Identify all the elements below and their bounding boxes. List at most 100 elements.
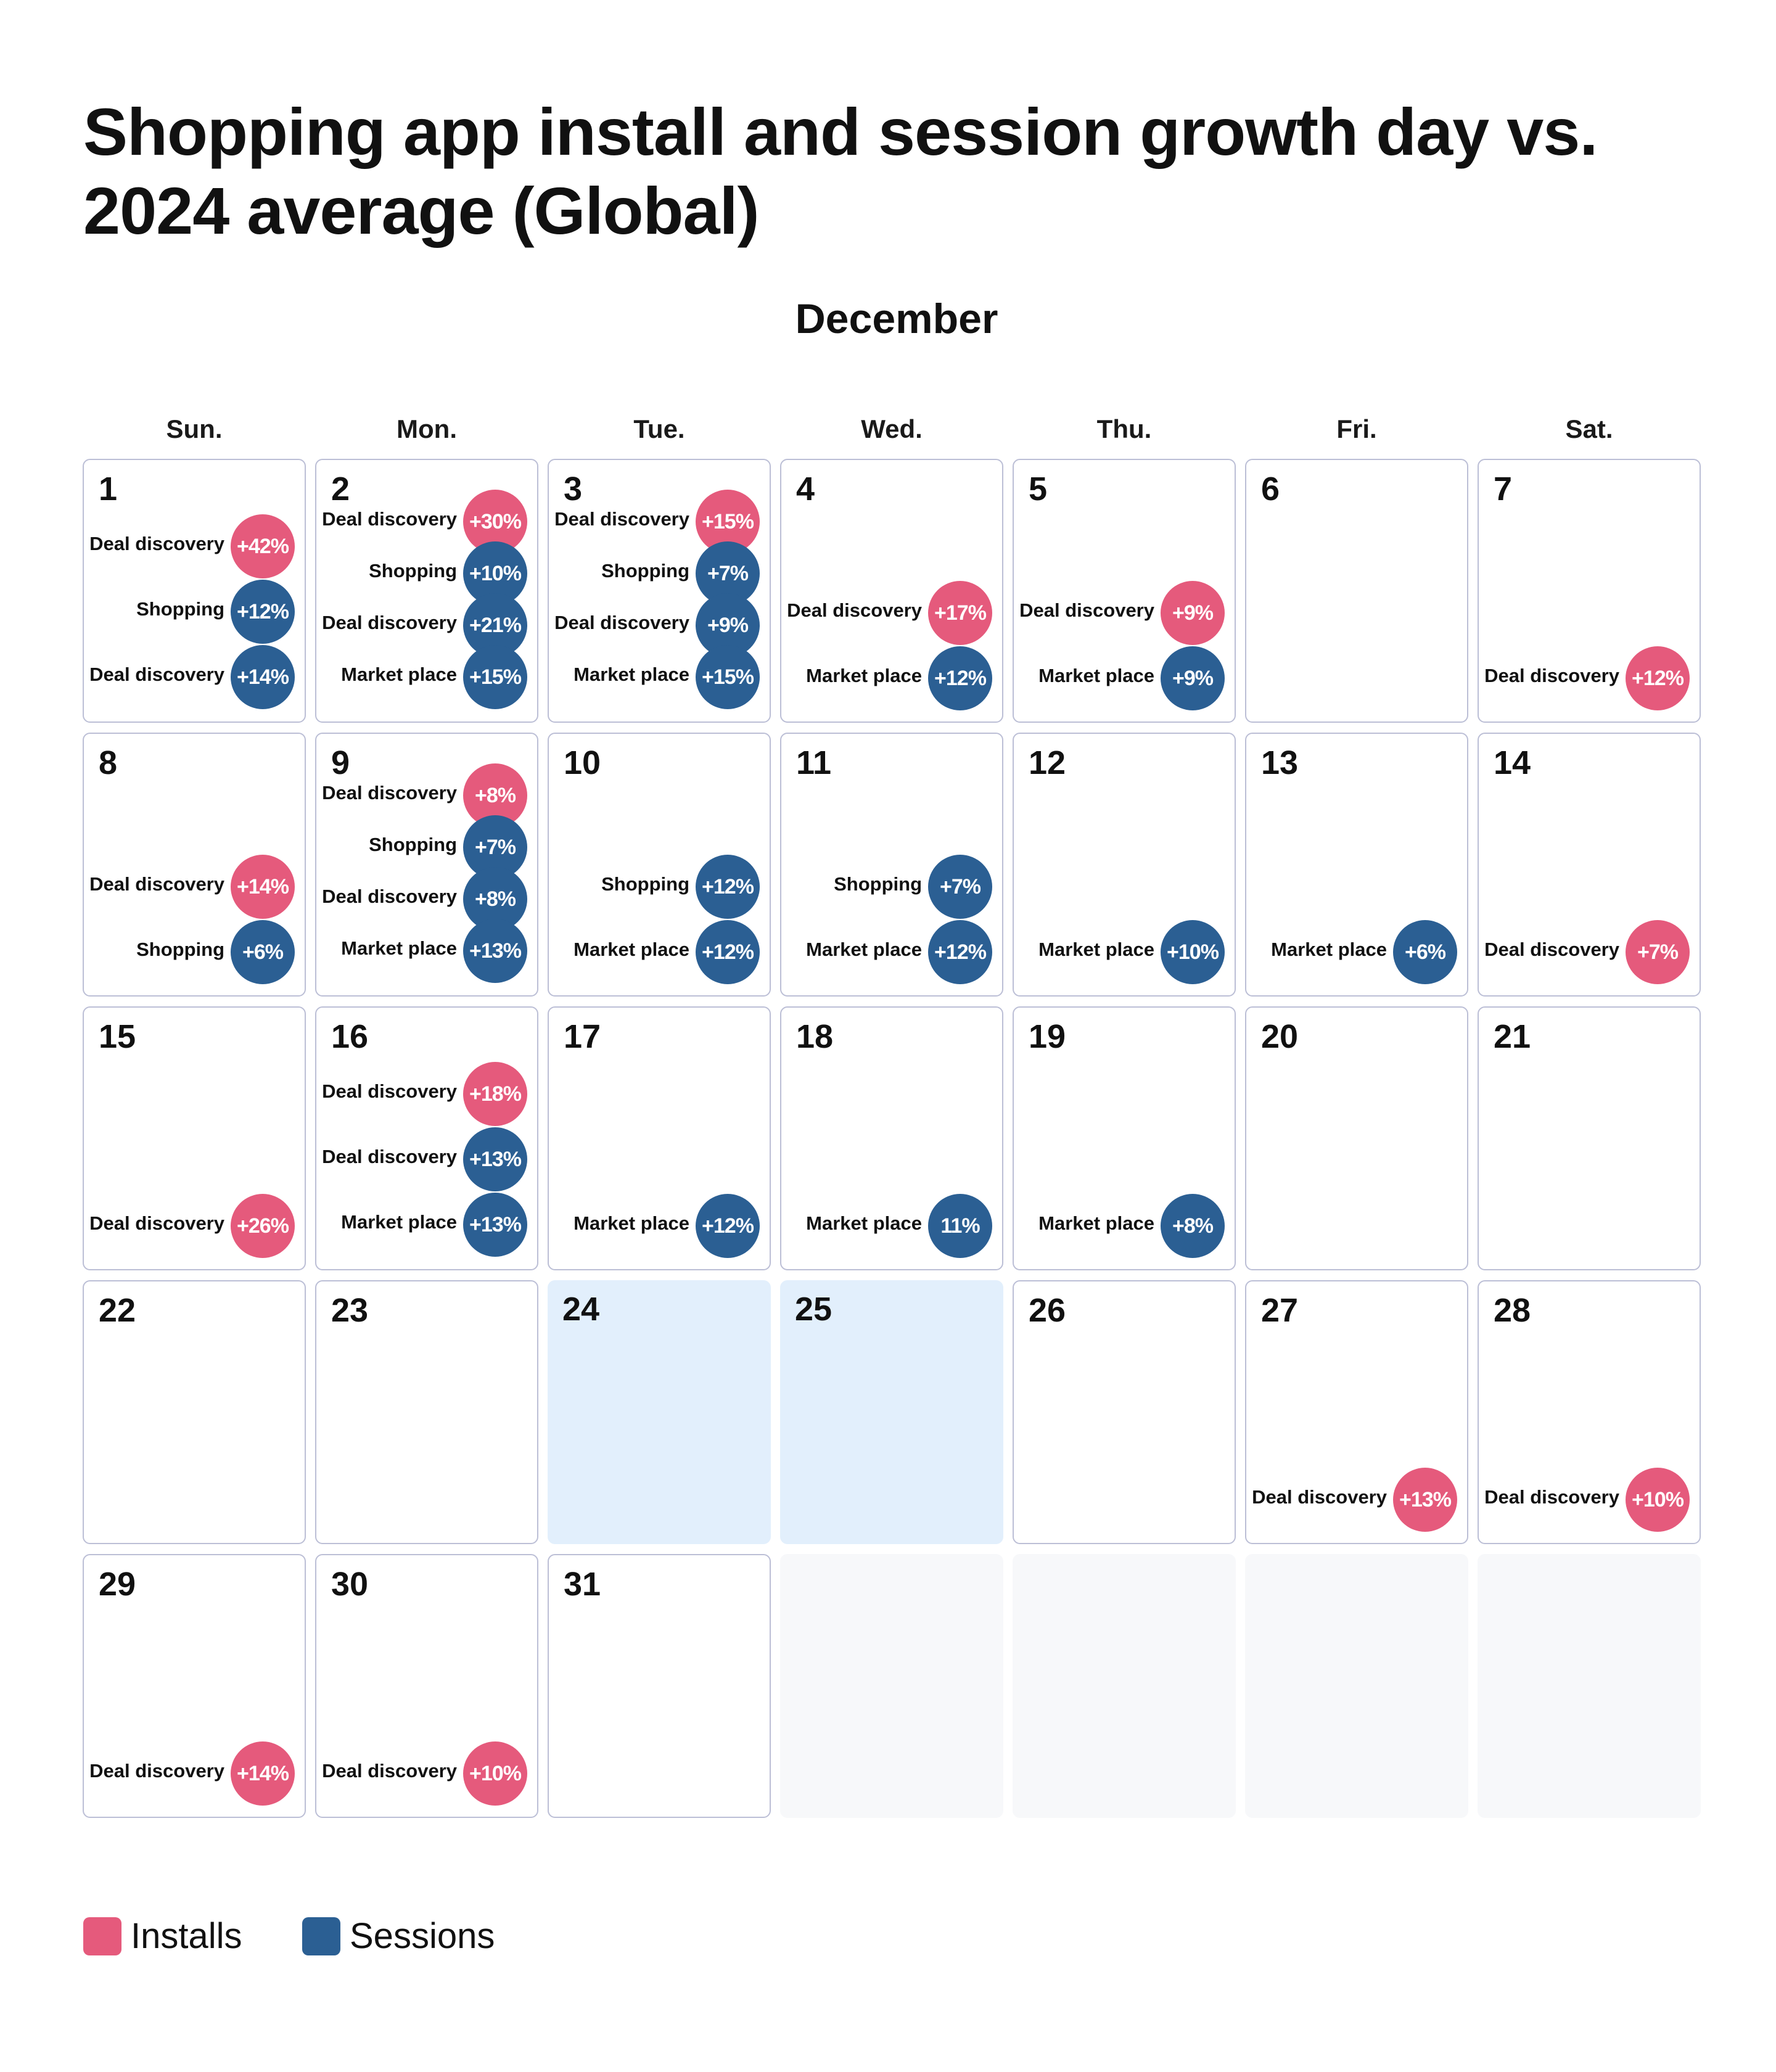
installs-growth-bubble: +7% — [1626, 920, 1690, 984]
app-category-label: Market place — [341, 1211, 457, 1233]
app-category-label: Deal discovery — [89, 1212, 224, 1234]
sessions-growth-bubble: +12% — [696, 855, 760, 919]
growth-entry: Deal discovery +10% — [316, 1741, 537, 1806]
app-category-label: Market place — [806, 665, 922, 686]
growth-entry: Market place +10% — [1014, 920, 1235, 984]
app-category-label: Market place — [1038, 939, 1154, 960]
app-category-label: Deal discovery — [1484, 665, 1619, 686]
app-category-label: Shopping — [369, 560, 457, 582]
growth-entry: Market place +13% — [316, 1193, 537, 1257]
day-number: 28 — [1494, 1292, 1531, 1329]
growth-entry: Market place +12% — [781, 920, 1002, 984]
day-cell: 29 Deal discovery +14% — [83, 1554, 306, 1818]
day-number: 11 — [796, 744, 832, 781]
growth-entry: Shopping +12% — [549, 855, 770, 919]
sessions-growth-bubble: +13% — [463, 1193, 527, 1257]
day-number: 10 — [564, 744, 601, 781]
app-category-label: Deal discovery — [322, 782, 457, 804]
empty-cell — [1245, 1554, 1468, 1818]
day-number: 9 — [331, 744, 350, 781]
growth-entry: Shopping +12% — [84, 580, 305, 644]
growth-entry: Deal discovery +26% — [84, 1194, 305, 1258]
day-number: 7 — [1494, 471, 1513, 508]
growth-entry: Deal discovery +18% — [316, 1062, 537, 1126]
day-number: 25 — [795, 1291, 832, 1328]
day-number: 31 — [564, 1566, 601, 1603]
installs-growth-bubble: +10% — [1626, 1468, 1690, 1532]
day-number: 14 — [1494, 744, 1531, 781]
day-number: 17 — [564, 1018, 601, 1055]
growth-entry: Deal discovery +9% — [1014, 581, 1235, 645]
day-cell: 17 Market place +12% — [548, 1006, 771, 1270]
day-number: 6 — [1261, 471, 1280, 508]
sessions-growth-bubble: +15% — [463, 645, 527, 709]
day-cell: 6 — [1245, 459, 1468, 723]
installs-growth-bubble: +12% — [1626, 646, 1690, 710]
growth-entry: Deal discovery +17% — [781, 581, 1002, 645]
app-category-label: Deal discovery — [322, 1760, 457, 1782]
app-category-label: Market place — [806, 1212, 922, 1234]
app-category-label: Shopping — [136, 598, 224, 620]
day-cell: 25 — [780, 1280, 1003, 1544]
day-cell: 5 Deal discovery +9% Market place +9% — [1013, 459, 1236, 723]
day-number: 23 — [331, 1292, 369, 1329]
installs-growth-bubble: +17% — [928, 581, 992, 645]
sessions-growth-bubble: +15% — [696, 645, 760, 709]
empty-cell — [1013, 1554, 1236, 1818]
growth-entry: Market place 11% — [781, 1194, 1002, 1258]
day-cell: 12 Market place +10% — [1013, 733, 1236, 997]
day-number: 16 — [331, 1018, 369, 1055]
installs-growth-bubble: +15% — [696, 490, 760, 554]
sessions-growth-bubble: +8% — [1161, 1194, 1225, 1258]
weekday-label: Mon. — [397, 414, 457, 443]
app-category-label: Deal discovery — [322, 508, 457, 530]
sessions-growth-bubble: +21% — [463, 593, 527, 657]
day-number: 15 — [99, 1018, 136, 1055]
app-category-label: Market place — [1038, 1212, 1154, 1234]
app-category-label: Deal discovery — [554, 508, 689, 530]
app-category-label: Market place — [1271, 939, 1387, 960]
growth-entry: Market place +15% — [316, 645, 537, 709]
installs-growth-bubble: +14% — [231, 1741, 295, 1806]
sessions-growth-bubble: +7% — [463, 815, 527, 879]
growth-entry: Deal discovery +13% — [1246, 1468, 1467, 1532]
growth-entry: Market place +12% — [549, 1194, 770, 1258]
day-number: 18 — [796, 1018, 834, 1055]
day-number: 29 — [99, 1566, 136, 1603]
app-category-label: Market place — [341, 664, 457, 685]
legend-label: Sessions — [350, 1916, 495, 1956]
growth-entry: Shopping +6% — [84, 920, 305, 984]
day-cell: 15 Deal discovery +26% — [83, 1006, 306, 1270]
installs-growth-bubble: +26% — [231, 1194, 295, 1258]
sessions-growth-bubble: +13% — [463, 919, 527, 983]
empty-cell — [1478, 1554, 1701, 1818]
day-cell: 10 Shopping +12% Market place +12% — [548, 733, 771, 997]
weekday-label: Sat. — [1565, 414, 1613, 443]
day-cell: 27 Deal discovery +13% — [1245, 1280, 1468, 1544]
day-number: 13 — [1261, 744, 1299, 781]
day-number: 1 — [99, 471, 118, 508]
sessions-growth-bubble: +12% — [928, 920, 992, 984]
day-number: 30 — [331, 1566, 369, 1603]
weekday-label: Thu. — [1096, 414, 1152, 443]
day-cell: 30 Deal discovery +10% — [315, 1554, 538, 1818]
day-cell: 13 Market place +6% — [1245, 733, 1468, 997]
growth-entry: Deal discovery +7% — [1479, 920, 1700, 984]
legend-swatch — [302, 1917, 340, 1955]
day-cell: 16 Deal discovery +18% Deal discovery +13% Ma… — [315, 1006, 538, 1270]
growth-entry: Deal discovery +9% — [549, 593, 770, 657]
app-category-label: Market place — [574, 664, 689, 685]
weekday-header: Sun. Mon. Tue. Wed. Thu. Fri. Sat. — [0, 414, 1776, 451]
growth-entry: Market place +13% — [316, 919, 537, 983]
day-cell: 24 — [548, 1280, 771, 1544]
growth-entry: Market place +8% — [1014, 1194, 1235, 1258]
day-cell: 8 Deal discovery +14% Shopping +6% — [83, 733, 306, 997]
app-category-label: Shopping — [136, 939, 224, 960]
growth-entry: Market place +12% — [781, 646, 1002, 710]
day-cell: 28 Deal discovery +10% — [1478, 1280, 1701, 1544]
legend-label: Installs — [131, 1916, 242, 1956]
day-cell: 9 Deal discovery +8% Shopping +7% Deal discov… — [315, 733, 538, 997]
installs-growth-bubble: +10% — [463, 1741, 527, 1806]
sessions-growth-bubble: 11% — [928, 1194, 992, 1258]
